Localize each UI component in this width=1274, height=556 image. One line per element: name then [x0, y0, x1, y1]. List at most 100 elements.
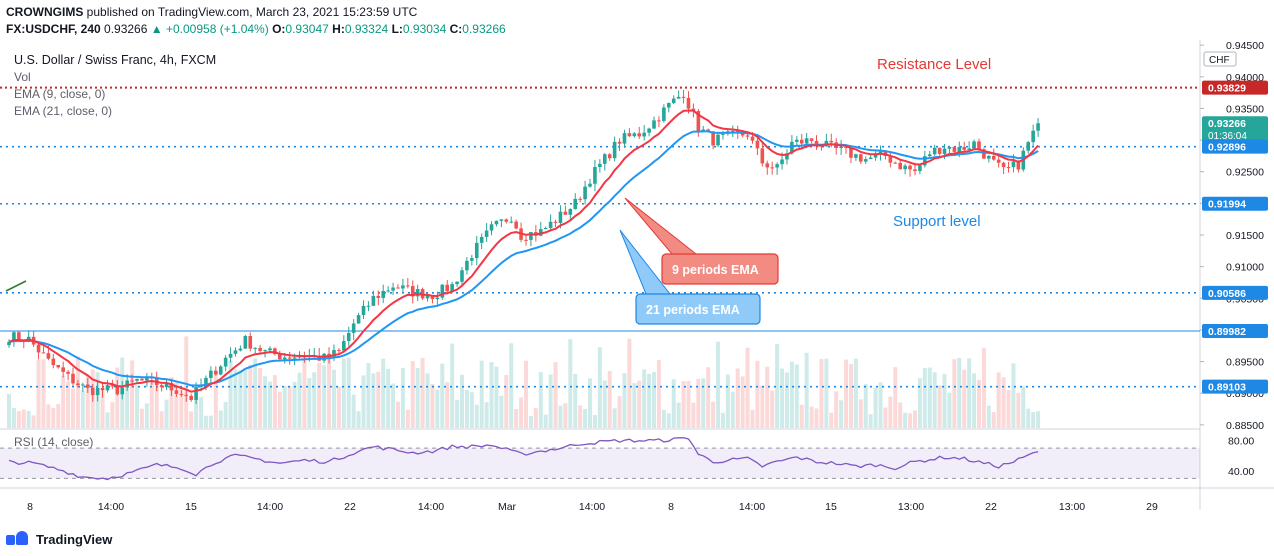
volume-bar — [706, 367, 711, 428]
volume-bar — [652, 371, 657, 428]
volume-bar — [130, 360, 135, 428]
ema21-line — [8, 130, 1039, 387]
y-tick-label: 0.94500 — [1226, 40, 1264, 52]
candle-body — [918, 165, 922, 172]
candle-body — [647, 128, 651, 133]
volume-bar — [410, 361, 415, 428]
legend-title[interactable]: U.S. Dollar / Swiss Franc, 4h, FXCM — [14, 53, 217, 67]
candle-body — [957, 147, 962, 152]
volume-bar — [179, 387, 184, 428]
volume-bar — [277, 391, 282, 428]
volume-bar — [322, 365, 327, 428]
candle-body — [927, 154, 932, 157]
candle-body — [1031, 130, 1035, 143]
candle-body — [893, 162, 898, 164]
candle-body — [263, 350, 267, 352]
candle-body — [504, 219, 509, 222]
volume-bar — [888, 396, 893, 428]
candle-body — [977, 141, 981, 150]
price-level-tag — [1202, 379, 1268, 394]
footer-branding: TradingView — [6, 528, 112, 550]
volume-bar — [484, 402, 489, 428]
chart-area[interactable]: 0.945000.940000.935000.930000.925000.920… — [0, 40, 1274, 520]
volume-bar — [459, 374, 464, 428]
price-level-tag — [1202, 80, 1268, 95]
candle-body — [159, 385, 164, 388]
candle-body — [297, 356, 302, 358]
volume-bar — [686, 380, 691, 428]
price-chart-svg[interactable]: 0.945000.940000.935000.930000.925000.920… — [0, 40, 1274, 520]
volume-bar — [41, 359, 46, 428]
candle-body — [470, 258, 474, 261]
volume-bar — [105, 412, 110, 428]
published-text: published on TradingView.com, March 23, … — [86, 5, 418, 19]
volume-bar — [203, 415, 208, 428]
candle-body — [770, 167, 774, 169]
candle-body — [859, 154, 863, 162]
volume-bar — [371, 373, 376, 428]
volume-bar — [189, 411, 194, 428]
candle-body — [686, 97, 691, 109]
candle-body — [130, 380, 134, 382]
candle-body — [366, 305, 371, 307]
volume-bar — [272, 375, 277, 428]
volume-bar — [199, 397, 204, 428]
volume-bar — [804, 352, 809, 428]
volume-bar — [981, 347, 986, 428]
legend-ema21[interactable]: EMA (21, close, 0) — [14, 104, 113, 118]
volume-bar — [829, 412, 834, 428]
y-tick-label: 0.93500 — [1226, 103, 1264, 115]
volume-bar — [31, 415, 36, 428]
volume-bar — [351, 394, 356, 428]
candle-body — [204, 377, 208, 386]
candle-body — [460, 270, 464, 282]
candle-body — [1036, 123, 1040, 131]
candle-body — [543, 228, 548, 230]
volume-bar — [592, 415, 597, 428]
candle-body — [386, 290, 390, 292]
candle-body — [652, 120, 656, 129]
volume-bar — [317, 362, 322, 428]
candle-body — [514, 221, 518, 229]
volume-bar — [509, 343, 514, 428]
volume-bar — [676, 402, 681, 428]
candle-body — [1011, 161, 1016, 168]
candle-body — [76, 383, 80, 386]
y-tick-label: 0.91500 — [1226, 230, 1264, 242]
legend-vol[interactable]: Vol — [14, 70, 31, 84]
volume-bar — [656, 360, 661, 428]
candle-body — [809, 138, 814, 141]
candle-body — [184, 394, 189, 396]
currency-label: CHF — [1209, 55, 1230, 66]
candle-body — [381, 290, 386, 298]
candle-body — [538, 229, 543, 236]
volume-bar — [169, 377, 174, 428]
volume-bar — [381, 358, 386, 428]
candle-body — [607, 154, 612, 159]
tradingview-brand[interactable]: TradingView — [36, 531, 113, 547]
publisher-name[interactable]: CROWNGIMS — [6, 5, 84, 19]
x-tick-label: 13:00 — [1059, 501, 1085, 513]
y-tick-label: 0.88500 — [1226, 420, 1264, 432]
candle-body — [583, 186, 587, 200]
volume-bar — [253, 358, 258, 428]
volume-bar — [893, 367, 898, 428]
volume-bar — [725, 374, 730, 428]
legend-ema9[interactable]: EMA (9, close, 0) — [14, 87, 106, 101]
candle-body — [568, 209, 573, 215]
candle-body — [410, 286, 415, 297]
candle-body — [760, 148, 765, 164]
volume-bar — [602, 380, 607, 428]
candle-body — [391, 287, 395, 291]
volume-bar — [647, 373, 652, 428]
volume-bar — [312, 372, 317, 428]
volume-bar — [558, 405, 563, 428]
legend-rsi[interactable]: RSI (14, close) — [14, 435, 94, 449]
candle-body — [278, 354, 282, 360]
volume-bar — [927, 367, 932, 428]
rsi-tick-label: 40.00 — [1228, 466, 1254, 478]
candle-body — [346, 332, 351, 342]
x-tick-label: 13:00 — [898, 501, 924, 513]
volume-bar — [524, 360, 528, 428]
volume-bar — [671, 379, 676, 428]
